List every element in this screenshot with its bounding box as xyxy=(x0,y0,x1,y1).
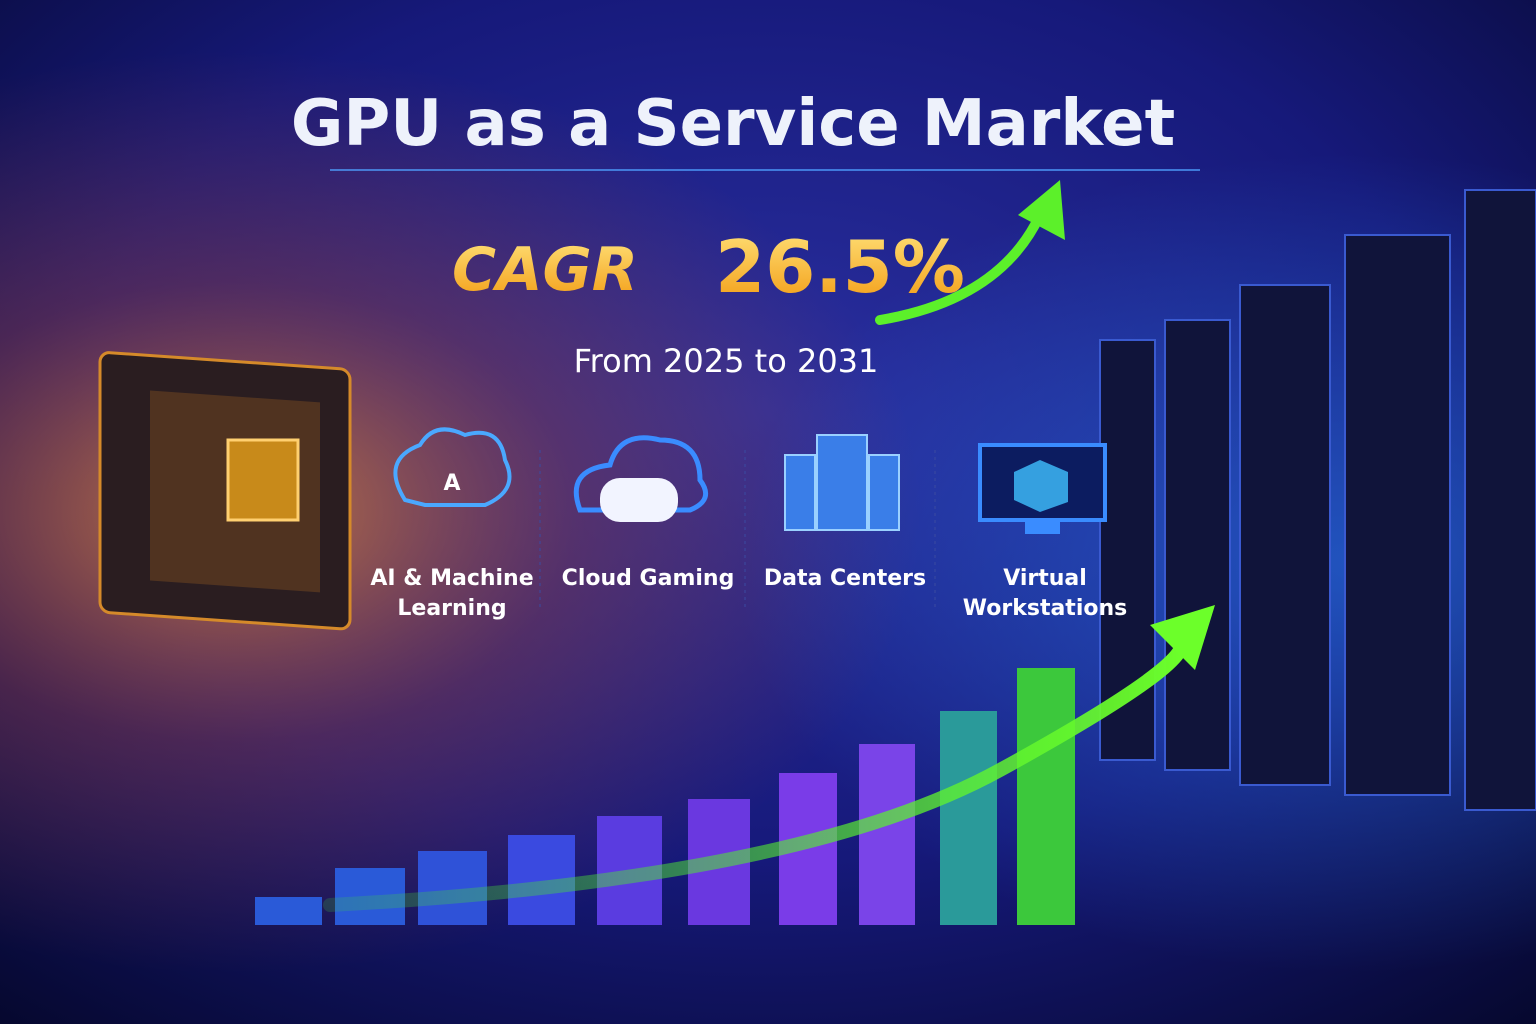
cagr-arrowhead xyxy=(1018,180,1065,240)
cagr-arrow xyxy=(875,210,1045,325)
growth-arrow xyxy=(323,633,1189,912)
cagr-value: 26.5% xyxy=(715,225,965,309)
period: From 2025 to 2031 xyxy=(574,342,879,380)
segment-label: Learning xyxy=(397,596,506,621)
segment-label: Data Centers xyxy=(764,566,926,591)
segment-label: Workstations xyxy=(963,596,1127,621)
icon-cloud-gaming xyxy=(573,435,709,522)
growth-bars xyxy=(255,668,1075,925)
segment-label: Virtual xyxy=(1003,566,1087,591)
segment-label: AI & Machine xyxy=(370,566,533,591)
icon-virtual-workstation xyxy=(978,443,1107,534)
cagr-label: CAGR xyxy=(452,235,638,305)
growth-arrowhead xyxy=(1150,605,1215,670)
icon-ai: A xyxy=(393,427,512,507)
svg-text:A: A xyxy=(443,471,460,496)
icon-dividers xyxy=(539,450,936,610)
gpu-chip xyxy=(98,351,352,631)
title: GPU as a Service Market xyxy=(291,87,1175,161)
icon-data-centers xyxy=(784,434,900,531)
segment-label: Cloud Gaming xyxy=(562,566,735,591)
